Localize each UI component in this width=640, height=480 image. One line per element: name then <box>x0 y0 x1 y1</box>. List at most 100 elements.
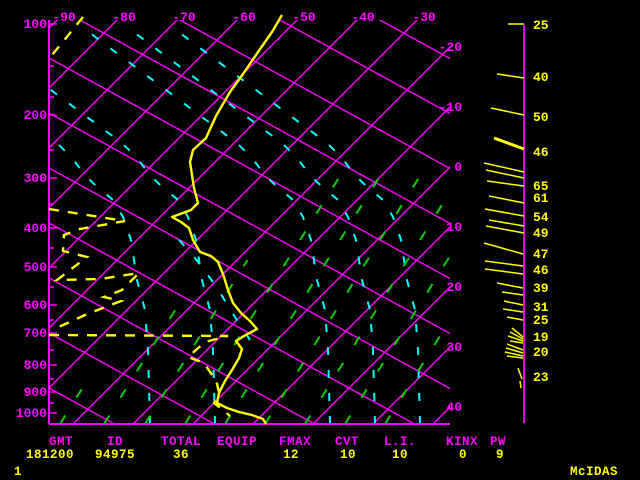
mixing-ratio-grid <box>59 169 450 425</box>
pressure-label: 700 <box>24 326 48 341</box>
dry-adiabat-line <box>49 167 450 390</box>
wind-barb <box>488 195 525 204</box>
pressure-label: 200 <box>24 108 48 123</box>
isotherm-line <box>49 20 418 389</box>
wind-barb <box>506 343 524 351</box>
wind-barb <box>504 351 524 357</box>
wind-barb <box>519 380 522 389</box>
moist-adiabat-grid <box>49 29 421 425</box>
dry-adiabat-line <box>49 112 450 335</box>
wind-barb <box>484 268 524 275</box>
isotherm-label-right: 20 <box>446 280 462 295</box>
wind-barb <box>501 291 524 296</box>
dry-adiabat-line <box>178 20 450 170</box>
wind-barb <box>503 300 524 306</box>
wind-barb <box>485 225 525 234</box>
wind-speed-label: 50 <box>533 110 549 125</box>
mixing-ratio-line <box>344 254 450 425</box>
isotherm-line <box>49 20 118 89</box>
pressure-label: 100 <box>24 17 48 32</box>
isotherm-label-top: -90 <box>52 10 76 25</box>
mixing-ratio-line <box>304 190 450 425</box>
isotherm-label-right: -10 <box>439 100 463 115</box>
isotherm-label-top: -60 <box>232 10 256 25</box>
mixing-ratio-line <box>264 169 425 425</box>
pressure-label: 1000 <box>16 406 47 421</box>
isotherm-line <box>371 346 450 425</box>
moist-adiabat-line <box>85 29 331 425</box>
pressure-label: 900 <box>24 385 48 400</box>
wind-speed-label: 25 <box>533 18 549 33</box>
isotherm-line <box>49 20 298 269</box>
isotherm-line <box>131 106 450 425</box>
moist-adiabat-line <box>49 135 151 425</box>
pressure-label: 800 <box>24 358 48 373</box>
dry-adiabat-line <box>49 57 450 280</box>
wind-barb <box>507 335 524 342</box>
dewpoint-trace <box>47 16 231 417</box>
dewpoint-trace-segment <box>48 333 231 417</box>
wind-barb <box>505 347 524 354</box>
wind-barb <box>483 242 524 255</box>
isotherm-label-top: -70 <box>172 10 196 25</box>
wind-barb <box>502 308 524 313</box>
wind-barb <box>509 340 524 344</box>
isotherm-label-right: 10 <box>446 220 462 235</box>
isotherm-line <box>311 286 450 425</box>
dry-adiabat-line <box>49 0 450 4</box>
wind-speed-label: 23 <box>533 370 549 385</box>
isotherm-label-top: -50 <box>292 10 316 25</box>
moist-adiabat-line <box>49 87 216 425</box>
wind-barb <box>490 107 525 116</box>
wind-barb <box>517 367 523 380</box>
wind-speed-label: 25 <box>533 313 549 328</box>
isotherm-line <box>49 20 238 209</box>
wind-barb <box>506 316 524 321</box>
isotherm-label-right: -20 <box>439 40 463 55</box>
mixing-ratio-line <box>224 169 385 425</box>
wind-barb <box>485 169 525 179</box>
wind-barb <box>483 162 525 173</box>
pressure-label: 400 <box>24 221 48 236</box>
dry-adiabat-line <box>49 387 118 425</box>
wind-barbs <box>483 23 525 389</box>
mcidas-logo-text: McIDAS <box>570 465 619 479</box>
pressure-label: 300 <box>24 171 48 186</box>
mixing-ratio-line <box>59 379 89 425</box>
isotherm-label-top: -30 <box>412 10 436 25</box>
wind-speed-label: 40 <box>533 70 549 85</box>
wind-barb <box>509 331 524 340</box>
wind-speed-label: 20 <box>533 345 549 360</box>
wind-barb <box>496 73 525 79</box>
isotherm-label-right: 0 <box>454 160 462 175</box>
wind-speed-label: 46 <box>533 263 549 278</box>
pressure-label: 500 <box>24 260 48 275</box>
isotherm-label-top: -40 <box>351 10 375 25</box>
wind-speed-label: 19 <box>533 330 549 345</box>
mixing-ratio-line <box>144 259 249 425</box>
pressure-label: 600 <box>24 298 48 313</box>
isotherm-label-right: 30 <box>446 340 462 355</box>
isotherm-label-right: 40 <box>446 400 462 415</box>
wind-barb <box>511 327 524 338</box>
wind-barb <box>493 136 525 151</box>
wind-barb <box>486 180 525 187</box>
pressure-labels: 100 200 300 400 500 600 700 800 900 1000 <box>16 17 47 421</box>
wind-speed-label: 46 <box>533 145 549 160</box>
isotherm-line <box>49 20 178 149</box>
isotherm-line <box>251 226 450 425</box>
wind-barb <box>496 282 524 289</box>
wind-barb <box>484 208 525 217</box>
isotherm-line <box>191 166 450 425</box>
frame-number: 1 <box>14 465 23 479</box>
wind-speed-label: 54 <box>533 210 549 225</box>
moist-adiabat-line <box>130 29 376 425</box>
wind-speed-label: 39 <box>533 281 549 296</box>
dewpoint-trace-segment <box>47 16 84 63</box>
dry-adiabat-line <box>78 20 450 225</box>
pressure-axis <box>48 20 450 425</box>
temperature-trace <box>170 14 284 425</box>
